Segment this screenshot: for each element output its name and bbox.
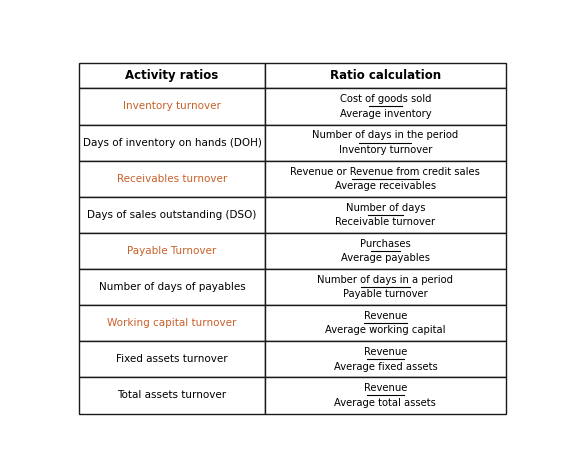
Text: Number of days in the period: Number of days in the period [312, 130, 459, 141]
Text: Receivables turnover: Receivables turnover [117, 174, 227, 184]
Text: Revenue: Revenue [364, 383, 407, 393]
Text: Average working capital: Average working capital [325, 325, 446, 336]
Bar [265, 305, 506, 341]
Bar [265, 125, 506, 160]
Bar [265, 378, 506, 413]
Text: Days of sales outstanding (DSO): Days of sales outstanding (DSO) [87, 210, 257, 220]
Text: Revenue: Revenue [364, 347, 407, 357]
Bar [79, 160, 265, 197]
Bar [79, 197, 265, 233]
Text: Average inventory: Average inventory [340, 109, 431, 118]
Text: Payable turnover: Payable turnover [343, 289, 428, 299]
Text: Average total assets: Average total assets [335, 397, 436, 408]
Text: Purchases: Purchases [360, 239, 411, 249]
Bar [265, 269, 506, 305]
Text: Number of days: Number of days [345, 202, 425, 213]
Text: Number of days of payables: Number of days of payables [99, 282, 246, 292]
Text: Inventory turnover: Inventory turnover [339, 145, 432, 155]
Text: Average payables: Average payables [341, 253, 430, 263]
Text: Fixed assets turnover: Fixed assets turnover [116, 354, 228, 364]
Text: Days of inventory on hands (DOH): Days of inventory on hands (DOH) [83, 138, 262, 148]
Bar [265, 63, 506, 88]
Text: Cost of goods sold: Cost of goods sold [340, 94, 431, 104]
Text: Ratio calculation: Ratio calculation [330, 69, 441, 82]
Bar [265, 88, 506, 125]
Bar [79, 125, 265, 160]
Text: Inventory turnover: Inventory turnover [123, 101, 221, 111]
Text: Number of days in a period: Number of days in a period [317, 275, 453, 285]
Bar [265, 197, 506, 233]
Text: Receivable turnover: Receivable turnover [335, 217, 436, 227]
Bar [265, 341, 506, 378]
Text: Revenue: Revenue [364, 311, 407, 321]
Bar [79, 378, 265, 413]
Text: Average receivables: Average receivables [335, 181, 436, 191]
Text: Total assets turnover: Total assets turnover [118, 390, 227, 400]
Bar [79, 305, 265, 341]
Bar [265, 160, 506, 197]
Bar [79, 341, 265, 378]
Bar [79, 88, 265, 125]
Text: Payable Turnover: Payable Turnover [127, 246, 217, 256]
Text: Working capital turnover: Working capital turnover [107, 318, 237, 328]
Text: Revenue or Revenue from credit sales: Revenue or Revenue from credit sales [291, 167, 480, 177]
Bar [265, 233, 506, 269]
Text: Activity ratios: Activity ratios [126, 69, 219, 82]
Bar [79, 63, 265, 88]
Bar [79, 269, 265, 305]
Text: Average fixed assets: Average fixed assets [333, 362, 437, 371]
Bar [79, 233, 265, 269]
